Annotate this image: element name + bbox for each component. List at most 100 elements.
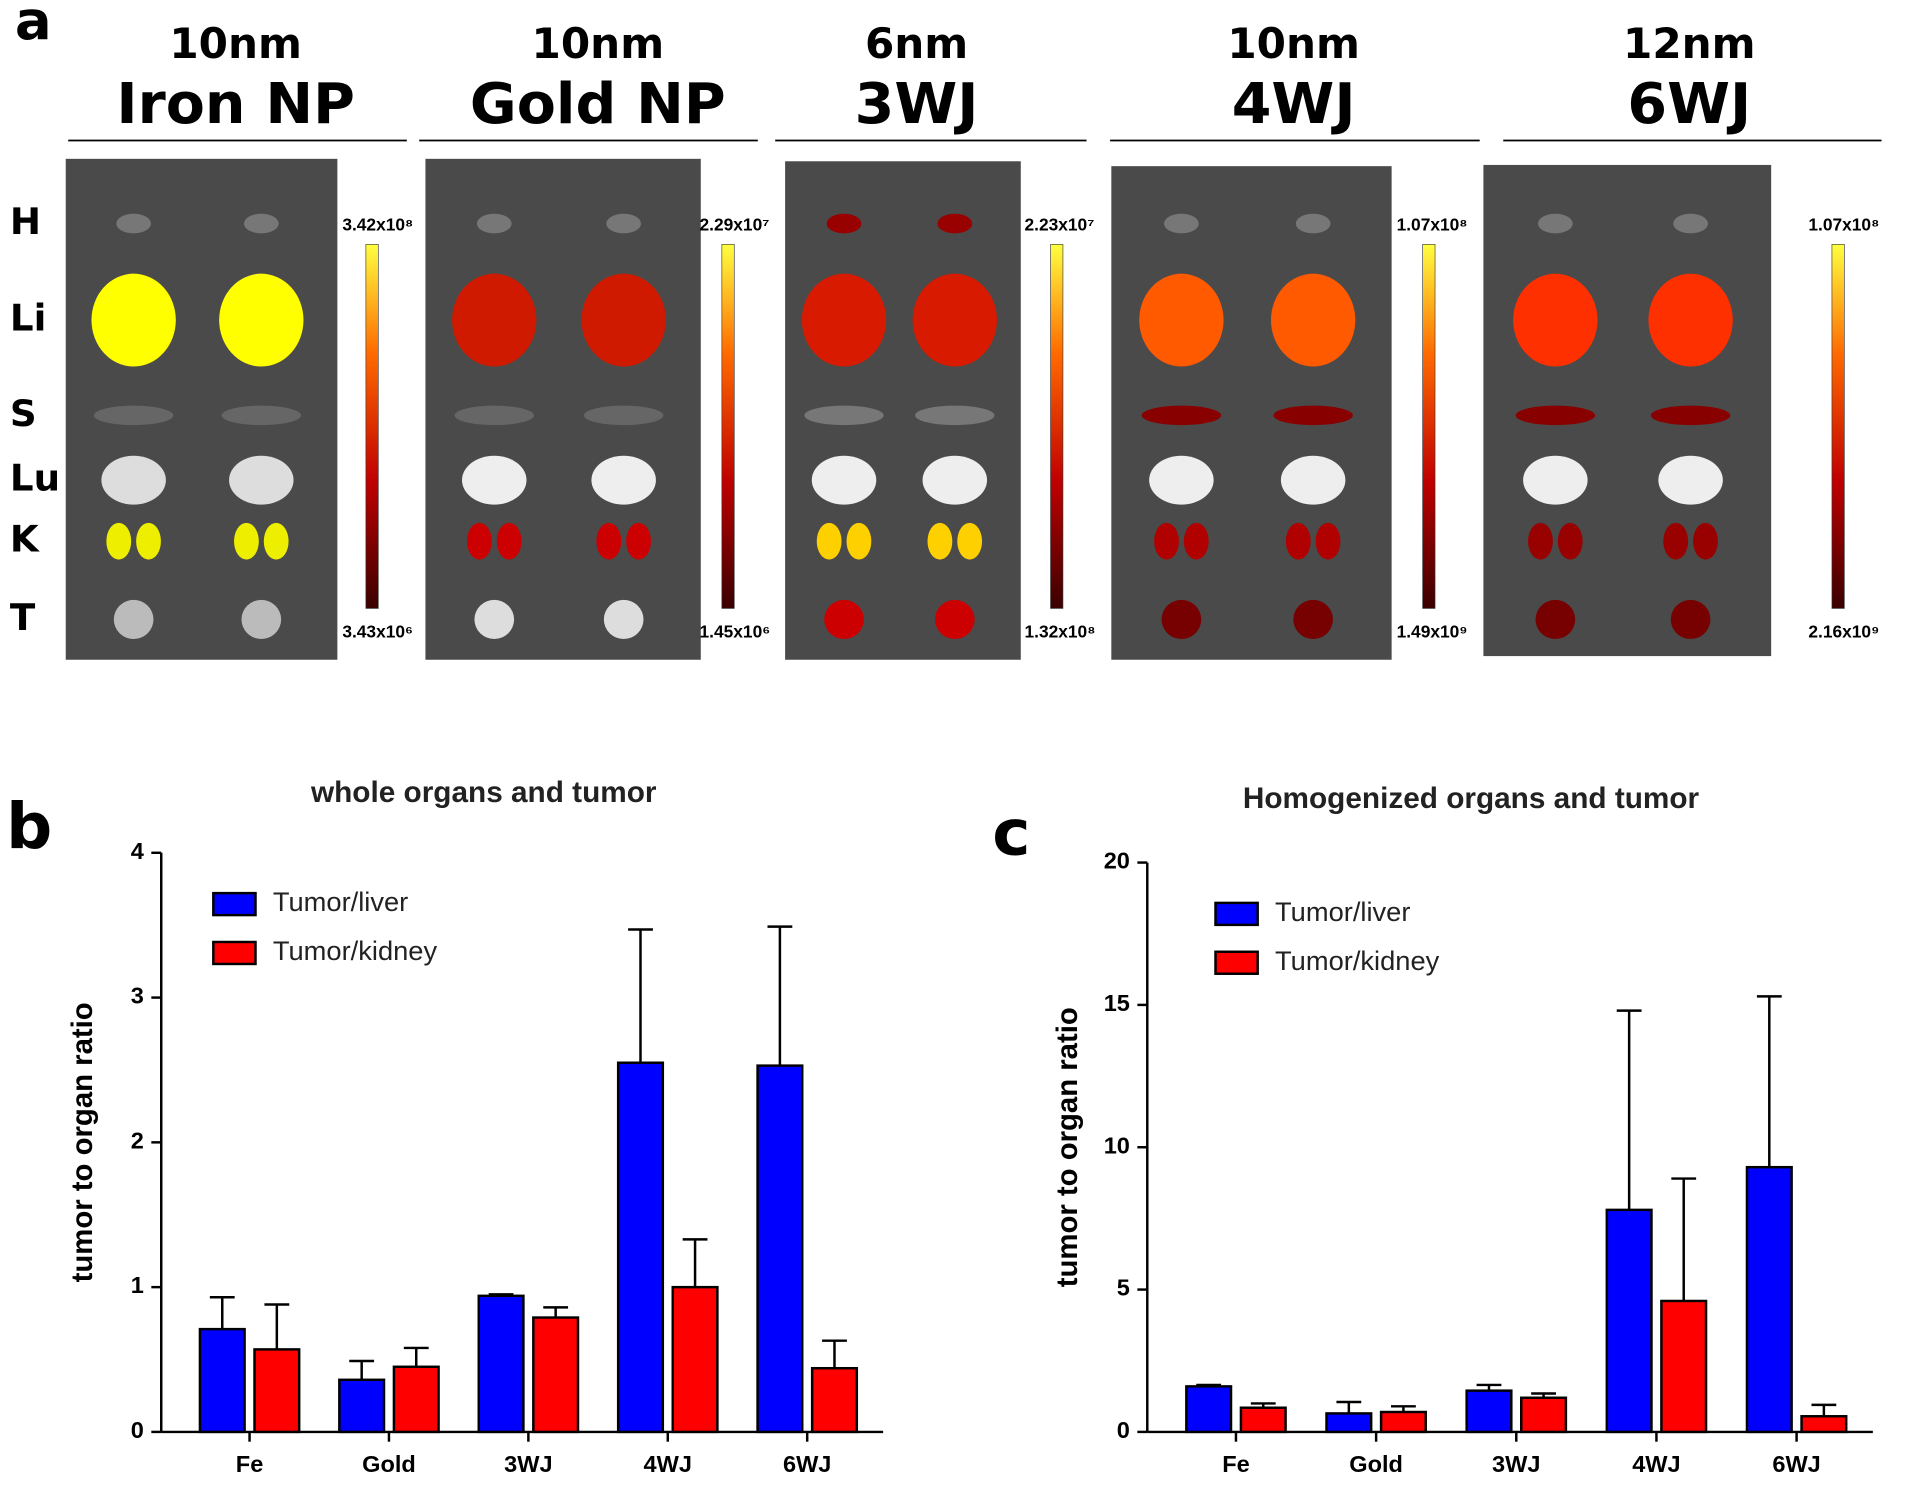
organ (1670, 599, 1711, 639)
panel-label: c (992, 797, 1030, 870)
organ (626, 522, 651, 560)
legend-swatch (212, 891, 257, 917)
bar (671, 1285, 719, 1434)
column-name: Iron NP (116, 71, 355, 137)
organ (106, 522, 132, 560)
organ (824, 599, 864, 639)
y-tick-label: 5 (1117, 1275, 1130, 1301)
scale-max-label: 2.23x10⁷ (1024, 215, 1094, 235)
bar (198, 1327, 246, 1434)
organ (596, 522, 622, 560)
bar (1800, 1415, 1848, 1434)
error-bar (1756, 995, 1782, 1168)
organ (937, 213, 973, 234)
organ (466, 522, 492, 560)
organ (603, 599, 644, 639)
organ (219, 273, 304, 367)
bar (810, 1366, 859, 1434)
organ (1139, 273, 1224, 367)
organ (241, 599, 282, 639)
error-bar (1336, 1400, 1362, 1414)
organ (1528, 522, 1553, 560)
organ (934, 599, 975, 639)
bar (616, 1061, 665, 1434)
organ (804, 405, 884, 426)
organ (583, 405, 664, 426)
organ-label: Lu (10, 457, 60, 500)
panel-label: a (15, 0, 52, 52)
x-tick-label: 4WJ (644, 1451, 692, 1477)
organ (1513, 273, 1598, 367)
organ (1650, 405, 1731, 426)
error-bar (264, 1303, 290, 1350)
y-tick-label: 20 (1104, 848, 1130, 874)
bar (338, 1378, 386, 1434)
legend-swatch (212, 940, 257, 966)
organ (221, 405, 301, 426)
organ-label: K (10, 518, 40, 561)
y-tick-label: 2 (131, 1128, 144, 1154)
error-bar (488, 1293, 514, 1296)
organ (1280, 455, 1346, 505)
organ (452, 273, 537, 367)
chart-title: whole organs and tumor (310, 776, 657, 809)
scale-min-label: 1.49x10⁹ (1397, 622, 1468, 642)
error-bar (1811, 1403, 1837, 1417)
organ (1557, 522, 1583, 560)
panel-label: b (6, 791, 52, 864)
organ (1285, 522, 1311, 560)
legend-swatch (1214, 901, 1259, 927)
legend-label: Tumor/kidney (273, 935, 438, 966)
error-bar (403, 1346, 429, 1367)
scale-max-label: 1.07x10⁸ (1808, 215, 1879, 235)
organ-label: H (10, 200, 41, 243)
error-bar (1531, 1392, 1556, 1398)
error-bar (1196, 1383, 1222, 1387)
organ (1149, 455, 1214, 505)
organ (116, 213, 152, 234)
legend-swatch (1214, 950, 1259, 975)
color-scale (365, 244, 379, 609)
organ (1183, 522, 1209, 560)
bar (1660, 1299, 1708, 1434)
bar (1519, 1396, 1568, 1434)
x-tick-label: Fe (1222, 1451, 1249, 1477)
error-bar (1391, 1405, 1416, 1412)
bar (392, 1365, 440, 1434)
organ (101, 455, 166, 505)
y-tick-label: 3 (131, 983, 144, 1009)
scale-min-label: 1.45x10⁶ (700, 622, 771, 642)
scale-max-label: 2.29x10⁷ (700, 215, 770, 235)
organ (243, 213, 279, 234)
organ-label: Li (10, 297, 46, 340)
y-tick-label: 10 (1104, 1133, 1130, 1159)
color-scale (1050, 244, 1064, 609)
color-scale (1422, 244, 1436, 609)
x-tick-label: 6WJ (1772, 1451, 1820, 1477)
organ-label: S (10, 392, 37, 435)
organ (474, 599, 515, 639)
error-bar (1250, 1402, 1276, 1408)
organ (801, 273, 887, 367)
organ (957, 522, 983, 560)
bar (1745, 1165, 1793, 1434)
organ (811, 455, 877, 505)
organ (1663, 522, 1689, 560)
bar (1239, 1406, 1287, 1434)
organ (1515, 405, 1596, 426)
x-tick-label: 3WJ (504, 1451, 552, 1477)
y-tick-label: 0 (131, 1417, 144, 1443)
y-tick-label: 4 (131, 838, 144, 864)
scale-min-label: 1.32x10⁸ (1024, 622, 1095, 642)
organ (229, 455, 294, 505)
organ (476, 213, 512, 234)
column-size: 12nm (1623, 19, 1756, 68)
bar (1379, 1410, 1427, 1434)
organ (93, 405, 174, 426)
x-tick-label: Fe (236, 1451, 263, 1477)
y-tick-label: 0 (1117, 1417, 1130, 1443)
organ (1154, 522, 1179, 560)
legend-label: Tumor/liver (273, 886, 408, 917)
